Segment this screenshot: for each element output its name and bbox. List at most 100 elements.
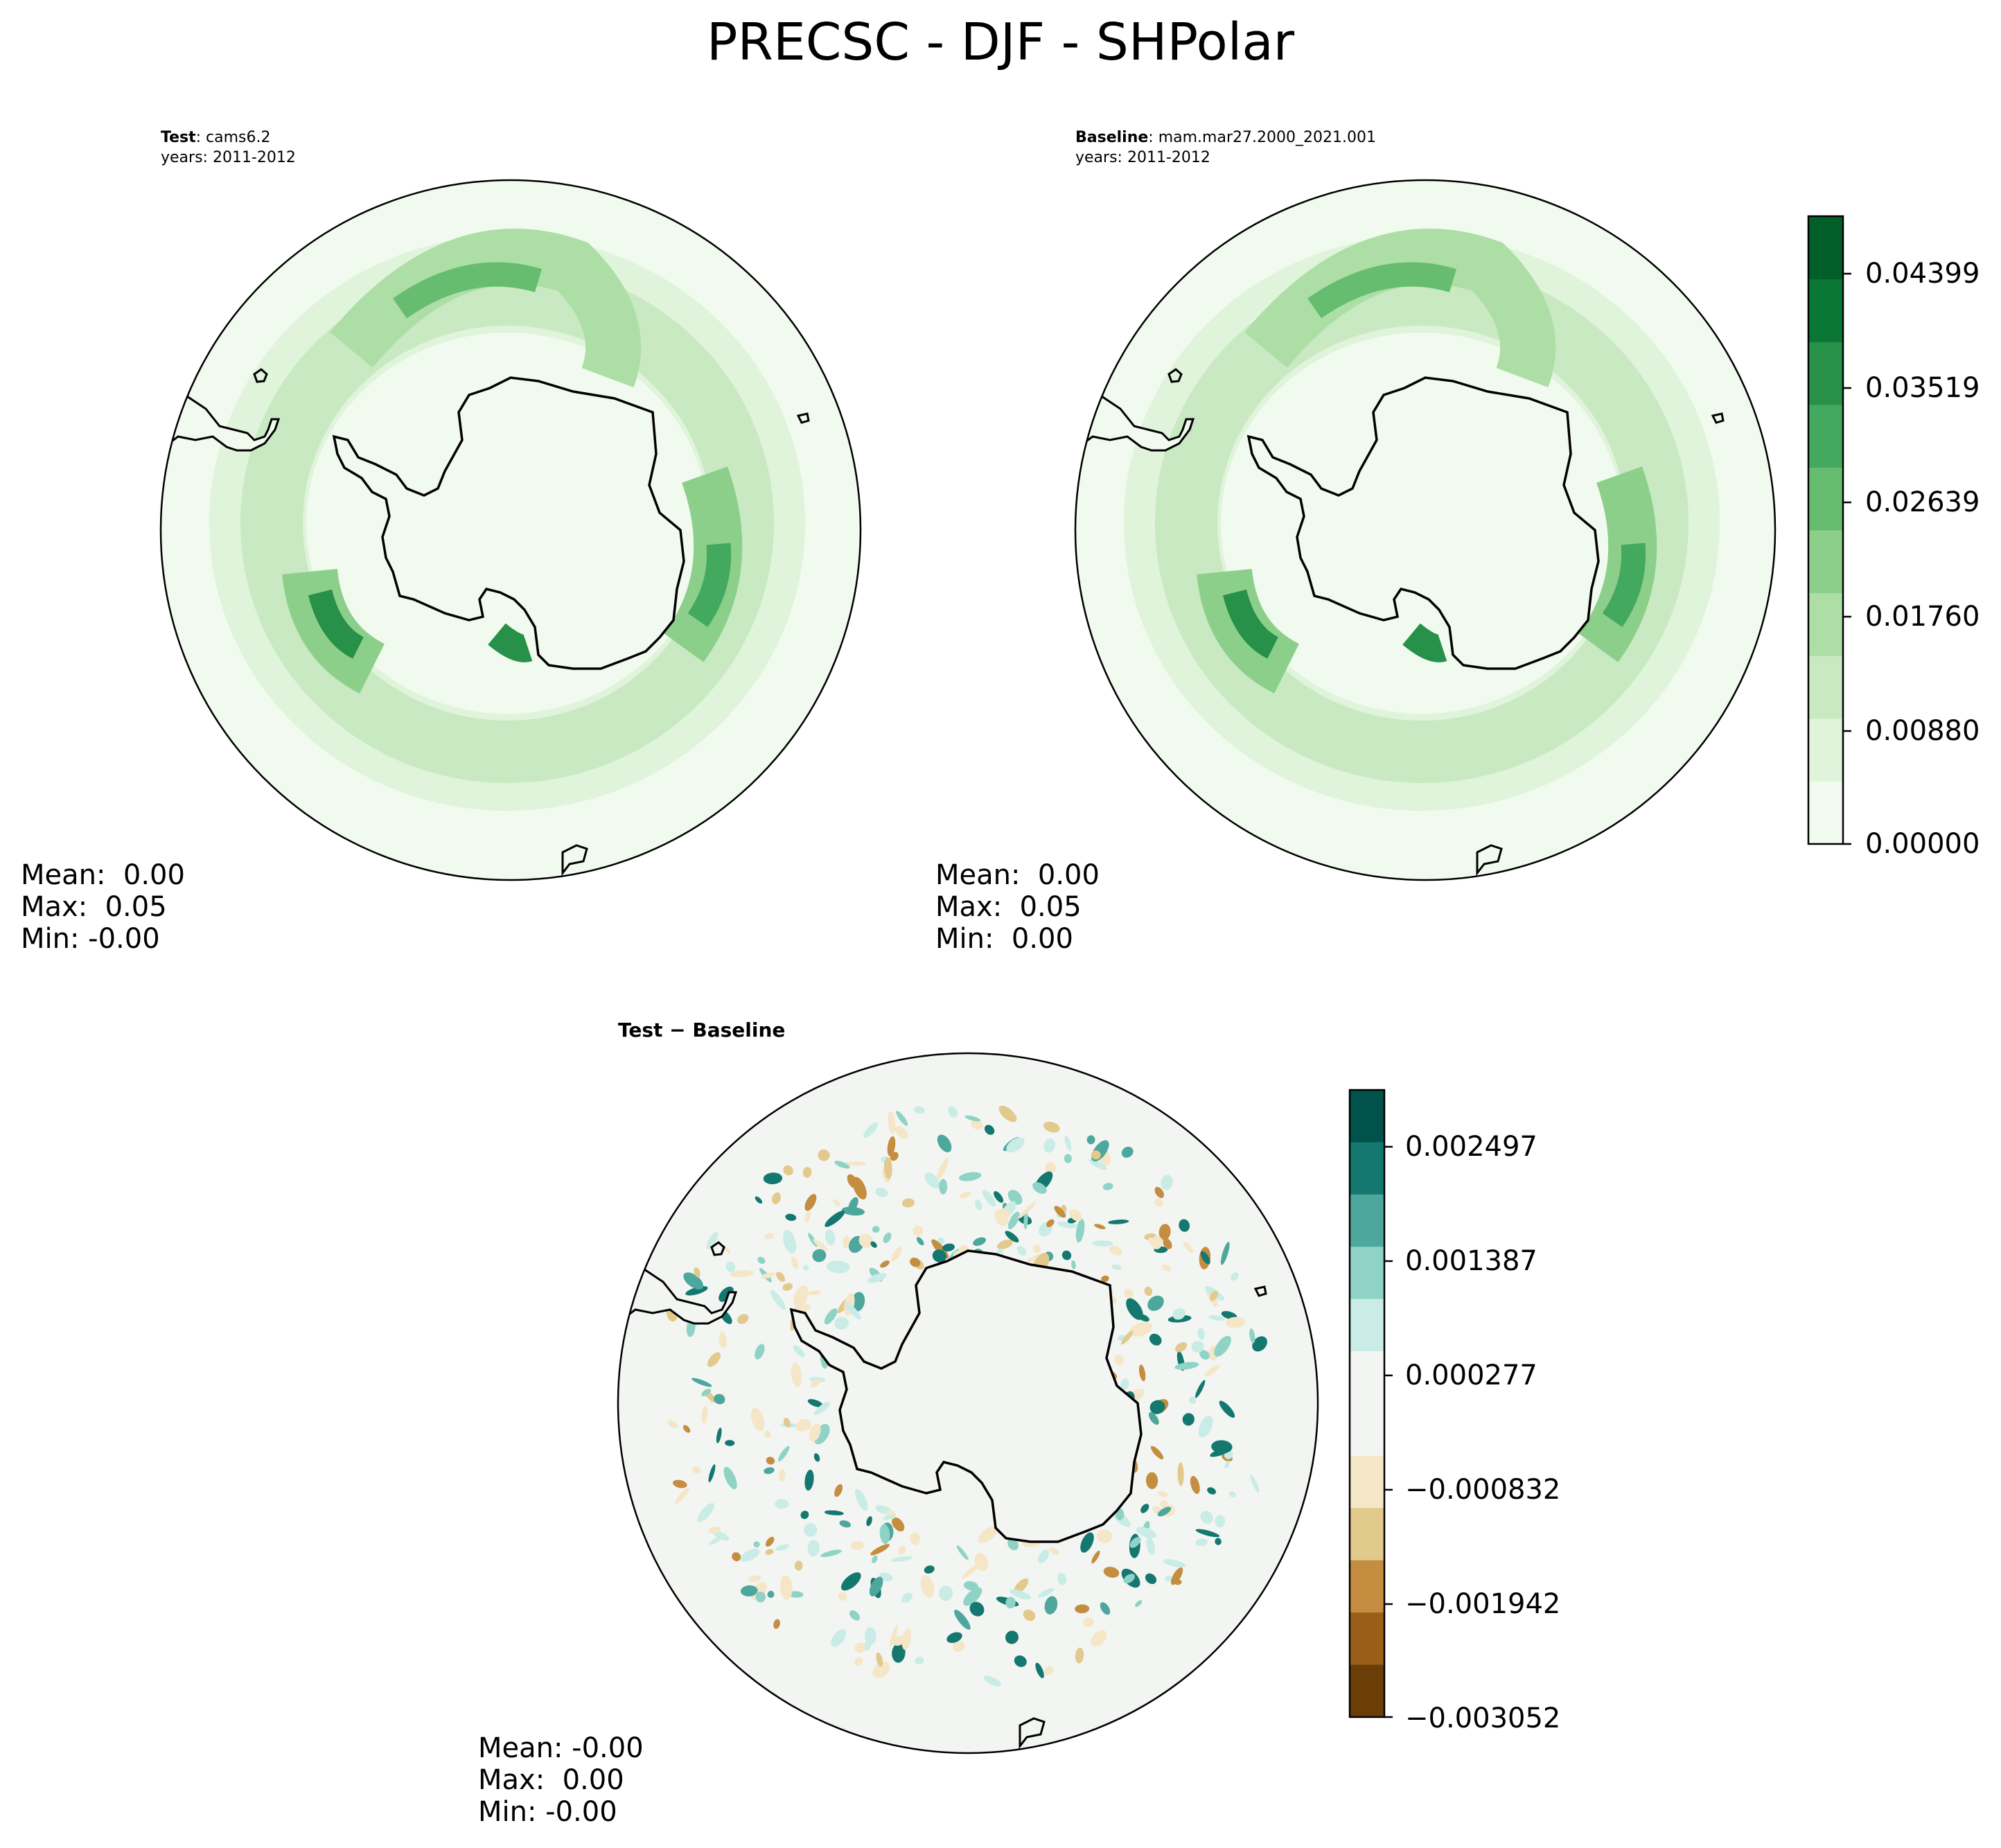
difference-contour-blob xyxy=(1147,1295,1164,1311)
brbg-colorbar-segment xyxy=(1350,1247,1384,1300)
difference-contour-blob xyxy=(896,1111,908,1126)
difference-contour-blob xyxy=(854,1642,867,1653)
difference-contour-blob xyxy=(867,1273,887,1283)
difference-contour-blob xyxy=(953,1640,965,1653)
difference-contour-blob xyxy=(831,1629,847,1647)
difference-contour-blob xyxy=(761,1272,775,1278)
greens-colorbar-segment xyxy=(1808,342,1843,405)
difference-contour-blob xyxy=(1150,1445,1164,1460)
difference-contour-blob xyxy=(795,1418,812,1432)
test-min: Min: -0.00 xyxy=(21,923,160,955)
difference-contour-blob xyxy=(1016,1246,1027,1256)
difference-contour-blob xyxy=(883,1232,892,1243)
difference-contour-blob xyxy=(939,1179,948,1195)
difference-contour-blob xyxy=(1211,1440,1233,1454)
difference-contour-blob xyxy=(1096,1529,1112,1544)
difference-contour-blob xyxy=(764,1430,771,1438)
difference-contour-blob xyxy=(753,1541,760,1548)
difference-contour-blob xyxy=(1250,1475,1260,1493)
difference-contour-blob xyxy=(1144,1286,1153,1296)
diff-mean: Mean: -0.00 xyxy=(478,1732,644,1764)
difference-contour-blob xyxy=(1114,1355,1124,1365)
greens-colorbar-segment xyxy=(1808,404,1843,468)
difference-contour-blob xyxy=(1174,1579,1182,1585)
difference-contour-blob xyxy=(1210,1290,1218,1301)
difference-contour-blob xyxy=(750,1407,765,1432)
difference-contour-blob xyxy=(848,1197,858,1212)
difference-contour-blob xyxy=(701,1406,708,1424)
difference-contour-blob xyxy=(685,1286,708,1296)
difference-contour-blob xyxy=(1148,1411,1159,1425)
difference-contour-blob xyxy=(865,1627,876,1645)
difference-contour-blob xyxy=(1064,1135,1072,1152)
difference-contour-blob xyxy=(841,1206,865,1216)
greens-colorbar-segment xyxy=(1808,592,1843,656)
difference-contour-blob xyxy=(880,1260,890,1268)
difference-contour-blob xyxy=(1007,1190,1023,1205)
difference-contour-blob xyxy=(866,1516,872,1526)
difference-contour-blob xyxy=(1163,1238,1172,1249)
difference-contour-blob xyxy=(694,1267,700,1278)
difference-contour-blob xyxy=(1179,1219,1190,1232)
difference-contour-blob xyxy=(1182,1413,1195,1426)
difference-contour-blob xyxy=(1005,1231,1019,1242)
baseline-mean: Mean: 0.00 xyxy=(935,859,1100,891)
difference-contour-blob xyxy=(788,1591,804,1598)
difference-contour-blob xyxy=(959,1191,971,1199)
difference-contour-blob xyxy=(1124,1289,1134,1299)
difference-contour-blob xyxy=(942,1243,955,1252)
difference-contour-blob xyxy=(1109,1246,1122,1256)
difference-contour-blob xyxy=(1007,1538,1019,1551)
difference-contour-blob xyxy=(1071,1260,1076,1269)
greens-tick-label: 0.03519 xyxy=(1865,372,1980,404)
test-max: Max: 0.05 xyxy=(21,891,167,923)
difference-contour-blob xyxy=(1033,1244,1041,1253)
difference-contour-blob xyxy=(1228,1491,1236,1498)
difference-contour-blob xyxy=(1161,1174,1173,1190)
difference-contour-blob xyxy=(770,1290,786,1310)
difference-contour-blob xyxy=(775,1544,789,1551)
greens-colorbar-outline xyxy=(1807,215,1844,845)
difference-contour-blob xyxy=(897,1546,906,1555)
difference-contour-blob xyxy=(807,1540,820,1557)
difference-contour-blob xyxy=(1064,1154,1072,1163)
difference-contour-blob xyxy=(804,1211,811,1223)
test-map xyxy=(159,179,862,881)
difference-contour-blob xyxy=(709,1533,727,1545)
difference-contour-blob xyxy=(732,1552,741,1562)
difference-contour-blob xyxy=(995,1208,1010,1222)
difference-contour-blob xyxy=(998,1105,1017,1123)
difference-contour-blob xyxy=(1154,1186,1165,1199)
difference-contour-blob xyxy=(1123,1574,1135,1584)
difference-contour-blob xyxy=(1043,1121,1060,1133)
difference-contour-blob xyxy=(1075,1647,1084,1664)
difference-contour-blob xyxy=(924,1172,940,1189)
difference-contour-blob xyxy=(858,1233,874,1248)
brbg-tick-label: 0.001387 xyxy=(1405,1245,1537,1277)
brbg-tick-label: 0.000277 xyxy=(1405,1359,1537,1391)
difference-contour-blob xyxy=(1252,1336,1267,1352)
difference-contour-blob xyxy=(888,1111,896,1134)
greens-colorbar-segment xyxy=(1808,530,1843,594)
difference-contour-blob xyxy=(969,1601,985,1617)
difference-contour-blob xyxy=(1035,1662,1044,1678)
difference-contour-blob xyxy=(891,1247,902,1262)
difference-contour-blob xyxy=(834,1484,843,1497)
difference-contour-blob xyxy=(1075,1218,1085,1243)
baseline-stats: Mean: 0.00 Max: 0.05 Min: 0.00 xyxy=(935,859,1100,955)
difference-contour-blob xyxy=(1159,1499,1168,1508)
difference-contour-blob xyxy=(1046,1219,1055,1227)
difference-contour-blob xyxy=(755,1196,763,1204)
difference-contour-blob xyxy=(779,1469,786,1482)
difference-contour-blob xyxy=(804,1469,814,1491)
difference-contour-blob xyxy=(813,1453,820,1462)
difference-contour-blob xyxy=(948,1106,958,1118)
difference-contour-blob xyxy=(964,1115,981,1122)
difference-contour-blob xyxy=(849,1610,861,1621)
greens-tick-label: 0.01760 xyxy=(1865,601,1980,633)
difference-contour-blob xyxy=(791,1256,799,1269)
brbg-colorbar-segment xyxy=(1350,1194,1384,1247)
difference-contour-blob xyxy=(800,1511,809,1520)
brbg-colorbar-segment xyxy=(1350,1560,1384,1613)
difference-contour-blob xyxy=(854,1657,863,1666)
